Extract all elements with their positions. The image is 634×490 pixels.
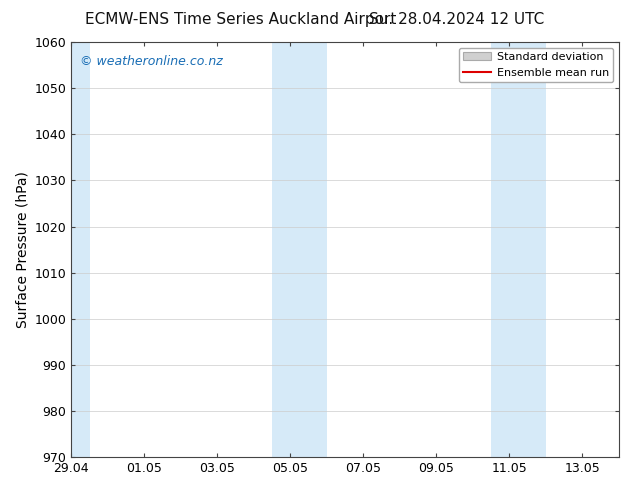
Bar <box>527 42 546 457</box>
Legend: Standard deviation, Ensemble mean run: Standard deviation, Ensemble mean run <box>459 48 614 82</box>
Text: © weatheronline.co.nz: © weatheronline.co.nz <box>79 54 223 68</box>
Bar <box>309 42 327 457</box>
Y-axis label: Surface Pressure (hPa): Surface Pressure (hPa) <box>15 171 29 328</box>
Text: ECMW-ENS Time Series Auckland Airport: ECMW-ENS Time Series Auckland Airport <box>85 12 397 27</box>
Bar <box>272 42 309 457</box>
Bar <box>491 42 527 457</box>
Bar <box>71 42 89 457</box>
Text: Su. 28.04.2024 12 UTC: Su. 28.04.2024 12 UTC <box>369 12 544 27</box>
